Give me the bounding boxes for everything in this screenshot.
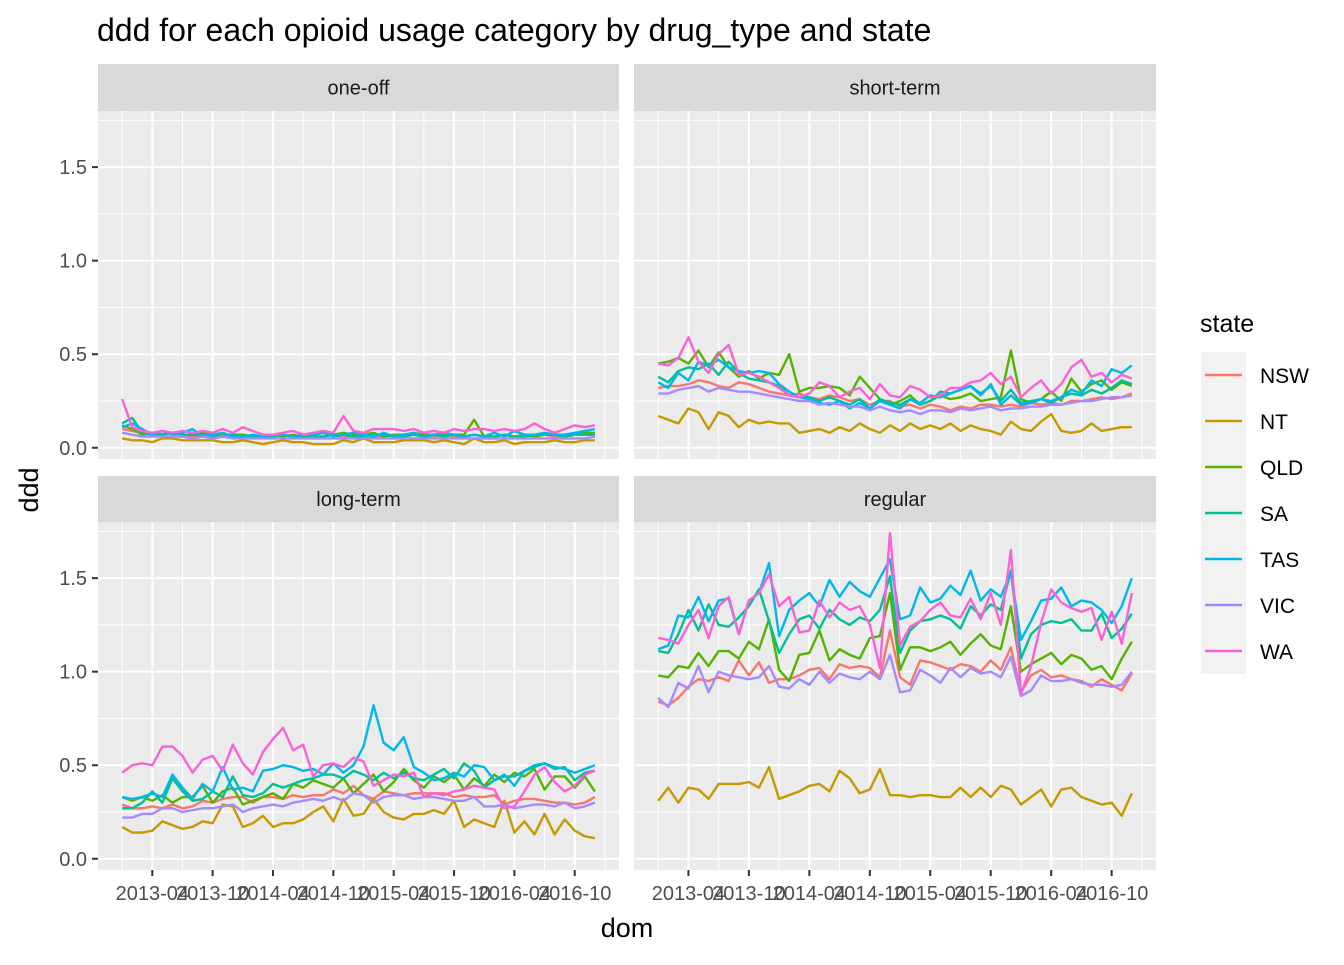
- x-tick-label: 2016-10: [1075, 883, 1148, 905]
- legend-label: SA: [1260, 503, 1288, 526]
- legend-item-vic: VIC: [1201, 582, 1295, 628]
- chart-title: ddd for each opioid usage category by dr…: [97, 12, 931, 48]
- series-line-nsw: [121, 784, 596, 810]
- x-axis-label: dom: [601, 913, 654, 943]
- x-tick-label: 2016-04: [478, 883, 551, 905]
- x-tick-label: 2015-10: [417, 883, 490, 905]
- series-line-vic: [121, 431, 596, 440]
- x-tick-label: 2015-04: [894, 883, 967, 905]
- legend-label: TAS: [1260, 549, 1299, 572]
- legend-label: NT: [1260, 411, 1288, 434]
- x-tick-label: 2014-10: [297, 883, 370, 905]
- y-tick-label: 0.5: [59, 344, 87, 366]
- legend-item-nt: NT: [1201, 398, 1288, 444]
- legend-item-sa: SA: [1201, 490, 1288, 536]
- panel-short-term: short-term: [634, 64, 1156, 459]
- series-line-wa: [657, 532, 1133, 696]
- legend-item-nsw: NSW: [1201, 352, 1309, 398]
- x-tick-label: 2014-10: [833, 883, 906, 905]
- series-line-nt: [121, 797, 596, 840]
- x-tick-label: 2016-04: [1014, 883, 1087, 905]
- panel-regular: regular2013-042013-102014-042014-102015-…: [634, 476, 1156, 905]
- legend-item-tas: TAS: [1201, 536, 1299, 582]
- x-tick-label: 2013-10: [712, 883, 785, 905]
- y-tick-label: 1.0: [59, 251, 87, 273]
- legend-label: QLD: [1260, 457, 1303, 480]
- x-tick-label: 2013-04: [116, 883, 189, 905]
- x-tick-label: 2014-04: [773, 883, 846, 905]
- legend-label: WA: [1260, 641, 1293, 664]
- x-tick-label: 2015-10: [954, 883, 1027, 905]
- series-line-nt: [121, 437, 595, 446]
- series-line-wa: [657, 336, 1133, 401]
- facet-strip: [98, 64, 619, 111]
- y-tick-label: 0.0: [59, 438, 87, 460]
- legend-label: NSW: [1260, 365, 1309, 388]
- legend-label: VIC: [1260, 595, 1295, 618]
- panel-background: [98, 111, 619, 459]
- x-tick-label: 2013-04: [652, 883, 725, 905]
- series-line-sa: [122, 762, 596, 810]
- facet-strip-label: one-off: [328, 78, 390, 100]
- legend-keys: NSW NT QLD SA TAS VIC WA: [1201, 352, 1309, 674]
- x-tick-label: 2015-04: [357, 883, 430, 905]
- panel-one-off: one-off 0.0 0.5 1.0 1.5: [59, 64, 619, 460]
- series-line-wa: [121, 726, 596, 810]
- y-tick-label: 0.0: [59, 849, 87, 871]
- panel-background: [98, 522, 619, 870]
- series-line-nt: [657, 407, 1132, 436]
- y-tick-label: 1.5: [59, 157, 87, 179]
- panel-long-term: long-term0.00.51.01.52013-042013-102014-…: [59, 476, 619, 905]
- facet-strip: [98, 476, 619, 522]
- series-line-wa: [121, 398, 596, 436]
- legend-item-qld: QLD: [1201, 444, 1303, 490]
- facet-strip: [634, 64, 1156, 111]
- series-line-vic: [122, 792, 596, 819]
- series-line-vic: [658, 384, 1133, 416]
- legend: state NSW NT QLD SA TAS VIC WA: [1200, 310, 1309, 674]
- legend-item-wa: WA: [1201, 628, 1293, 674]
- facet-panels: one-off 0.0 0.5 1.0 1.5 short-term long-term 0.…: [59, 64, 1156, 905]
- facet-strip-label: regular: [864, 489, 927, 511]
- series-line-qld: [657, 591, 1133, 683]
- x-tick-label: 2014-04: [236, 883, 309, 905]
- series-line-vic: [657, 653, 1133, 709]
- y-axis-label: ddd: [14, 467, 44, 512]
- x-tick-label: 2013-10: [176, 883, 249, 905]
- y-tick-label: 1.0: [59, 662, 87, 684]
- panel-background: [634, 522, 1156, 870]
- series-line-nt: [657, 765, 1133, 817]
- series-line-tas: [121, 704, 596, 801]
- series-line-sa: [657, 569, 1133, 660]
- x-tick-label: 2016-10: [538, 883, 611, 905]
- series-line-nsw: [657, 629, 1133, 707]
- legend-title: state: [1200, 310, 1254, 338]
- facet-strip: [634, 476, 1156, 522]
- facet-strip-label: long-term: [316, 489, 400, 511]
- facet-strip-label: short-term: [849, 78, 940, 100]
- y-tick-label: 0.5: [59, 755, 87, 777]
- y-tick-label: 1.5: [59, 568, 87, 590]
